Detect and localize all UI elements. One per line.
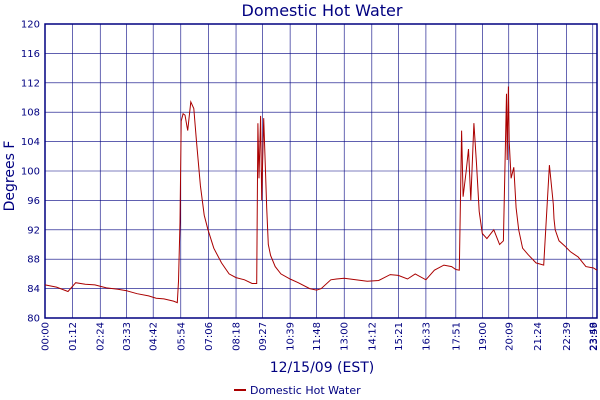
x-axis: 00:00 01:12 02:24 03:33 04:42 05:54 07:06 08:18…: [41, 322, 600, 351]
x-tick-label: 15:21: [394, 322, 405, 351]
y-tick-label: 120: [21, 20, 40, 31]
x-tick-label: 01:12: [68, 322, 79, 351]
x-tick-label: 17:51: [451, 322, 462, 351]
x-tick-label: 19:00: [478, 322, 489, 351]
y-tick-label: 100: [21, 167, 40, 178]
y-tick-label: 92: [27, 225, 40, 236]
y-tick-label: 96: [27, 196, 40, 207]
legend-label: Domestic Hot Water: [250, 384, 361, 397]
y-tick-label: 80: [27, 314, 40, 325]
y-tick-label: 116: [21, 49, 40, 60]
y-tick-label: 108: [21, 108, 40, 119]
x-tick-label: 03:33: [122, 322, 133, 351]
x-tick-label: 07:06: [204, 322, 215, 351]
y-axis: 80 84 88 92 96 100 104 108 112 116 120: [21, 20, 40, 325]
x-tick-label: 11:48: [312, 322, 323, 351]
x-tick-label: 22:39: [562, 322, 573, 351]
x-tick-label: 09:27: [258, 322, 269, 351]
x-tick-label: 16:33: [421, 322, 432, 351]
x-tick-label: 05:54: [176, 322, 187, 351]
x-tick-label: 23:48: [588, 322, 599, 351]
y-tick-label: 104: [21, 137, 40, 148]
y-axis-title: Degrees F: [2, 141, 18, 212]
x-tick-label: 13:00: [340, 322, 351, 351]
legend: Domestic Hot Water: [234, 384, 361, 397]
y-tick-label: 88: [27, 255, 40, 266]
x-tick-label: 20:09: [504, 322, 515, 351]
x-tick-label: 23:59: [589, 322, 600, 351]
x-tick-label: 14:12: [367, 322, 378, 351]
x-tick-label: 02:24: [96, 322, 107, 351]
x-tick-label: 10:39: [286, 322, 297, 351]
series-line-domestic-hot-water: [44, 86, 598, 304]
y-tick-label: 112: [21, 78, 40, 89]
plot-frame: [44, 23, 598, 319]
x-tick-label: 21:24: [533, 322, 544, 351]
x-tick-label: 00:00: [41, 322, 52, 351]
x-tick-label: 08:18: [232, 322, 243, 351]
x-tick-label: 04:42: [149, 322, 160, 351]
x-axis-title: 12/15/09 (EST): [270, 360, 375, 376]
y-tick-label: 84: [27, 284, 40, 295]
chart-title: Domestic Hot Water: [242, 1, 403, 20]
